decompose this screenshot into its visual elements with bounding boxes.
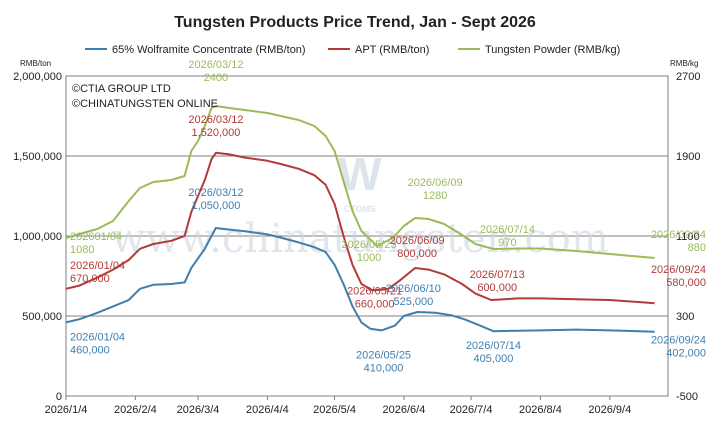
x-tick-label: 2026/8/4 — [519, 404, 562, 416]
data-label: 2026/05/23 — [342, 239, 397, 251]
data-label: 2026/07/14 — [466, 340, 521, 352]
copyright: ©CTIA GROUP LTD ©CHINATUNGSTEN ONLINE — [72, 83, 218, 110]
y-left-tick-label: 2,000,000 — [13, 71, 62, 83]
plot-area — [65, 75, 669, 397]
y-left-tick-label: 1,500,000 — [13, 151, 62, 163]
x-tick-label: 2026/3/4 — [177, 404, 220, 416]
data-label: 2026/03/12 — [188, 114, 243, 126]
series-line — [65, 227, 655, 333]
copyright-line-2: ©CHINATUNGSTEN ONLINE — [72, 98, 218, 110]
x-tick-label: 2026/9/4 — [588, 404, 631, 416]
data-label: 660,000 — [355, 298, 395, 310]
watermark-text: www.chinatungsten.com — [111, 216, 609, 262]
data-label: 2026/01/04 — [70, 260, 125, 272]
data-label: 2026/07/13 — [470, 269, 525, 281]
y-left-tick-label: 1,000,000 — [13, 231, 62, 243]
data-label: 580,000 — [666, 277, 706, 289]
watermark-logo-mark: W — [338, 148, 382, 200]
x-tick-label: 2026/7/4 — [450, 404, 493, 416]
data-label: 1080 — [70, 244, 94, 256]
data-label: 2026/01/04 — [70, 331, 125, 343]
data-label: 405,000 — [474, 353, 514, 365]
data-label: 2026/05/21 — [347, 285, 402, 297]
legend-label: 65% Wolframite Concentrate (RMB/ton) — [112, 44, 306, 56]
data-label: 670,000 — [70, 273, 110, 285]
chart-title: Tungsten Products Price Trend, Jan - Sep… — [174, 14, 536, 31]
data-label: 1000 — [357, 252, 381, 264]
data-label: 1,520,000 — [191, 127, 240, 139]
data-label: 2026/06/09 — [390, 235, 445, 247]
x-tick-label: 2026/6/4 — [383, 404, 426, 416]
data-label: 880 — [688, 242, 706, 254]
annotations: 2026/03/1224002026/03/121,520,0002026/03… — [70, 59, 706, 374]
data-label: 800,000 — [397, 248, 437, 260]
data-label: 2026/09/24 — [651, 264, 706, 276]
data-label: 2026/03/12 — [188, 59, 243, 71]
copyright-line-1: ©CTIA GROUP LTD — [72, 83, 171, 95]
data-label: 1280 — [423, 190, 447, 202]
x-tick-label: 2026/5/4 — [313, 404, 356, 416]
series-line — [65, 105, 655, 259]
data-label: 2026/07/14 — [480, 224, 535, 236]
data-label: 2026/06/10 — [386, 283, 441, 295]
data-label: 460,000 — [70, 344, 110, 356]
y-left-tick-label: 0 — [56, 391, 62, 403]
data-label: 525,000 — [393, 296, 433, 308]
data-label: 2026/09/24 — [651, 229, 706, 241]
x-tick-label: 2026/4/4 — [246, 404, 289, 416]
data-label: 2400 — [204, 72, 228, 84]
series-line — [65, 151, 655, 305]
data-label: 410,000 — [364, 362, 404, 374]
legend: 65% Wolframite Concentrate (RMB/ton) APT … — [85, 44, 620, 56]
y-right-tick-label: 1900 — [676, 151, 700, 163]
data-label: 2026/05/25 — [356, 349, 411, 361]
y-left-tick-label: 500,000 — [22, 311, 62, 323]
y-right-tick-label: -500 — [676, 391, 698, 403]
data-label: 600,000 — [477, 282, 517, 294]
y-right-tick-label: 1100 — [676, 231, 700, 243]
axes: 0 -500 500,000 300 1,000,000 1100 1,500,000 190… — [13, 71, 700, 416]
x-tick-label: 2026/2/4 — [114, 404, 157, 416]
left-axis-unit: RMB/ton — [20, 59, 51, 68]
legend-label: Tungsten Powder (RMB/kg) — [485, 44, 620, 56]
right-axis-unit: RMB/kg — [670, 59, 698, 68]
series-lines — [65, 105, 655, 333]
x-tick-label: 2026/1/4 — [45, 404, 88, 416]
data-label: 402,000 — [666, 348, 706, 360]
y-right-tick-label: 300 — [676, 311, 694, 323]
data-label: 2026/06/09 — [408, 177, 463, 189]
legend-label: APT (RMB/ton) — [355, 44, 429, 56]
data-label: 2026/09/24 — [651, 335, 706, 347]
data-label: 202601/04 — [70, 231, 122, 243]
y-right-tick-label: 2700 — [676, 71, 700, 83]
data-label: 970 — [498, 237, 516, 249]
data-label: 2026/03/12 — [188, 187, 243, 199]
watermark-logo-text: CTOMS — [344, 204, 376, 214]
watermark: W CTOMS www.chinatungsten.com — [111, 148, 609, 262]
data-label: 1,050,000 — [191, 200, 240, 212]
